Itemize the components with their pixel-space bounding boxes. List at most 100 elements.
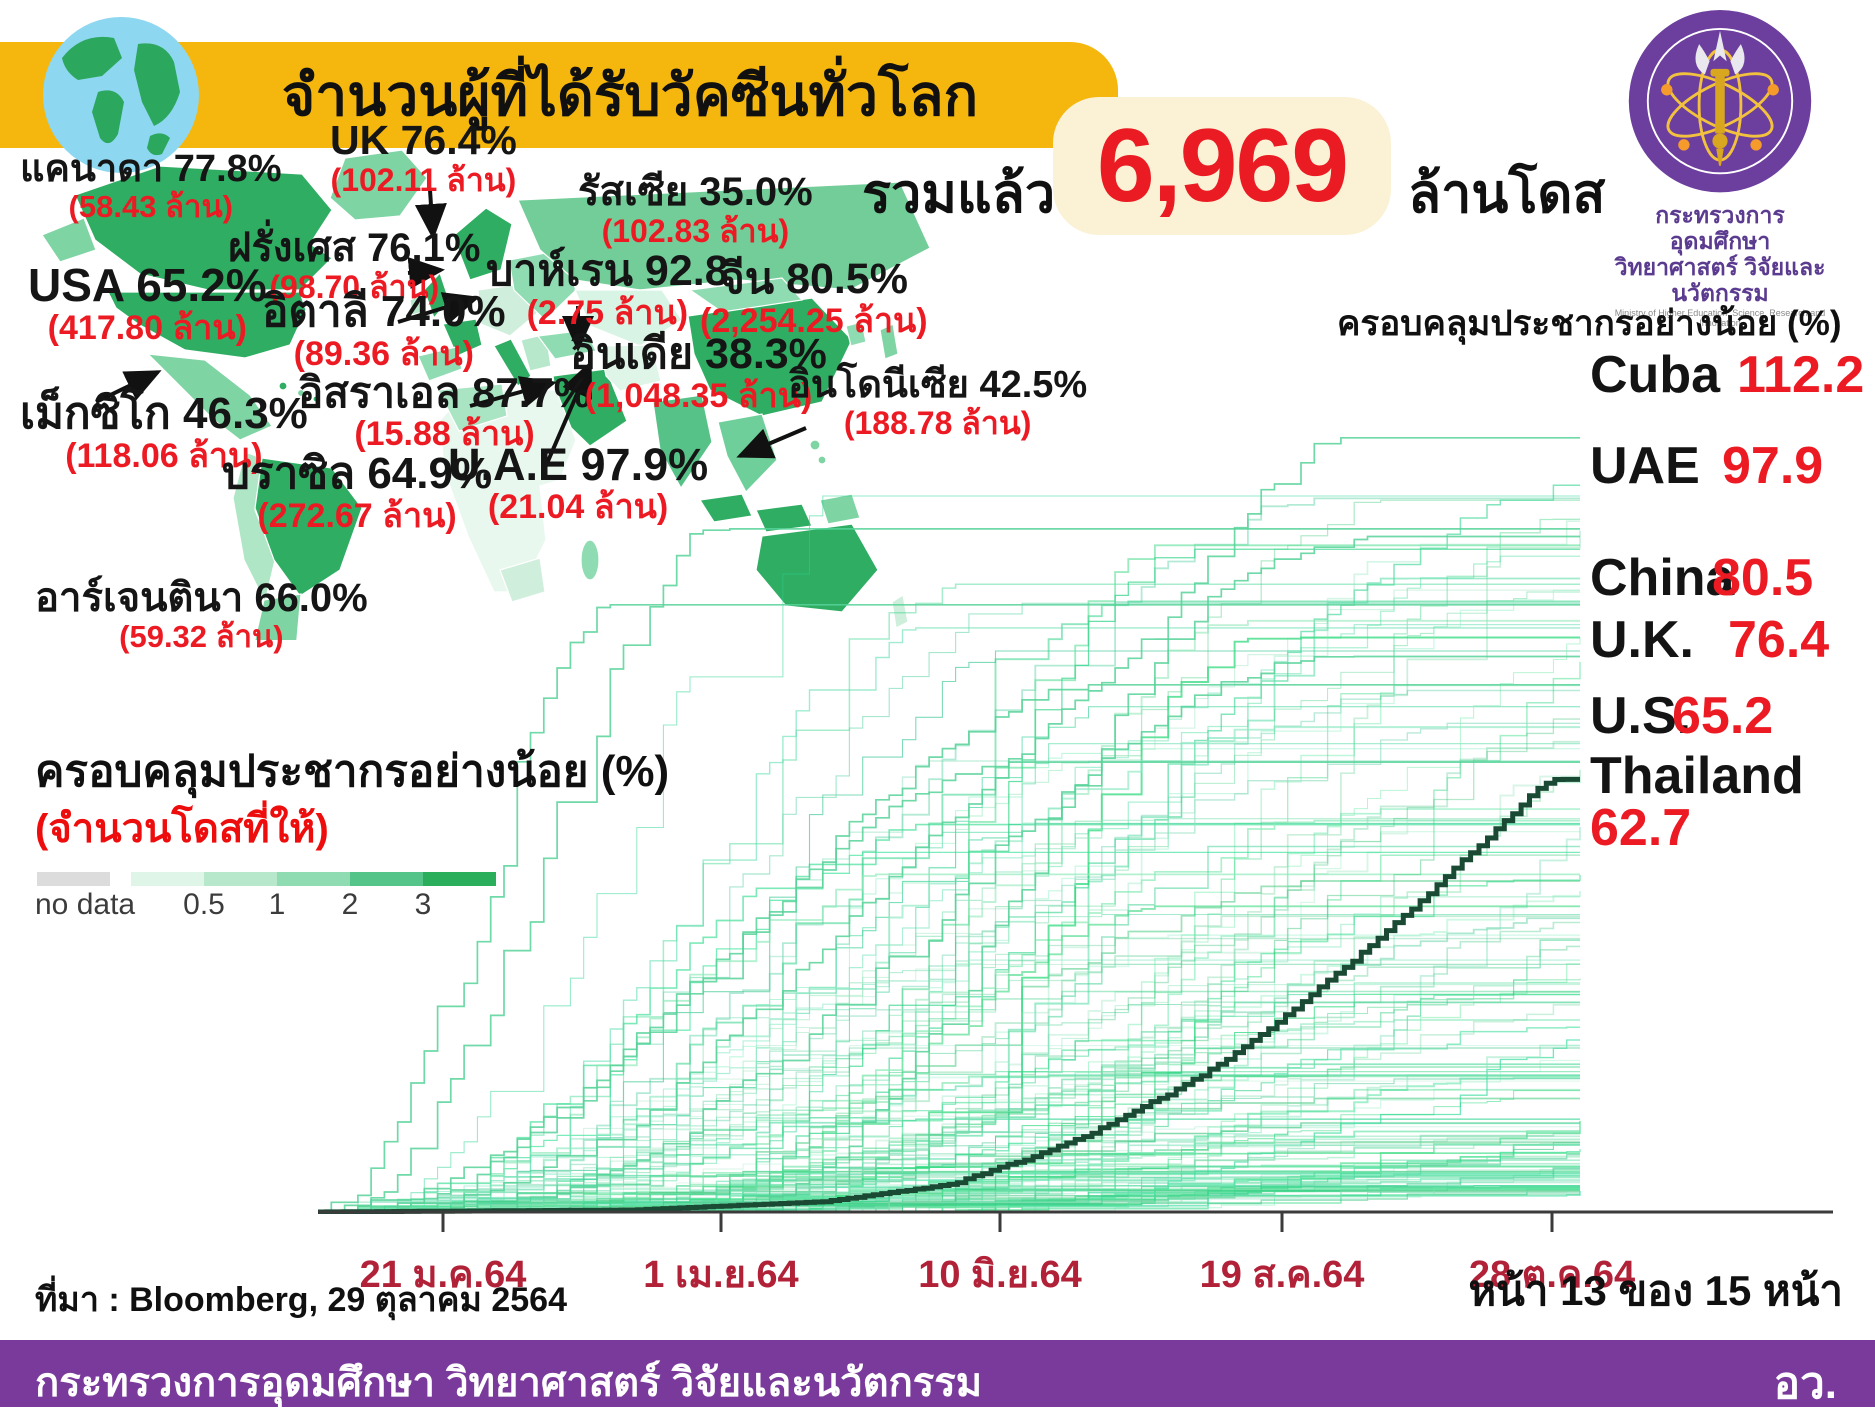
coverage-line [318, 589, 1580, 1213]
coverage-line [318, 1118, 1580, 1213]
page-number: หน้า 13 ของ 15 หน้า [1468, 1267, 1843, 1314]
legend-entry-name: UAE [1590, 437, 1700, 495]
coverage-line [318, 591, 1580, 1213]
coverage-line [318, 535, 1580, 1213]
country-name-pct: แคนาดา 77.8% [20, 148, 282, 190]
footer-ministry-name: กระทรวงการอุดมศึกษา วิทยาศาสตร์ วิจัยและ… [35, 1361, 983, 1405]
legend-entry-name: Thailand [1590, 747, 1804, 805]
coverage-line [318, 761, 1580, 1213]
coverage-line [318, 683, 1580, 1213]
total-prefix-label: รวมแล้ว [862, 164, 1056, 224]
map-legend-subtitle: (จำนวนโดสที่ให้) [35, 807, 329, 851]
country-name-pct: บราซิล 64.9% [222, 449, 493, 498]
country-doses: (102.11 ล้าน) [330, 162, 517, 198]
country-doses: (1,048.35 ล้าน) [584, 377, 813, 415]
coverage-line [318, 499, 1580, 1213]
legend-entry-cuba: Cuba [1590, 345, 1855, 405]
legend-swatch-no-data [37, 872, 110, 886]
world-map [41, 149, 931, 640]
map-label-15: อาร์เจนตินา 66.0% (59.32 ล้าน) [35, 578, 368, 652]
map-label-9: อิสราเอล 87.7% (15.88 ล้าน) [298, 369, 592, 452]
footer-ministry-abbrev: อว. [1773, 1359, 1837, 1408]
map-label-3: รัสเซีย 35.0% (102.83 ล้าน) [578, 172, 813, 247]
coverage-line [318, 726, 1580, 1213]
arrow-uae [543, 360, 592, 469]
country-doses: (2,254.25 ล้าน) [700, 302, 928, 340]
coverage-line [318, 722, 1580, 1213]
country-doses: (59.32 ล้าน) [119, 619, 284, 654]
coverage-line [318, 1144, 1580, 1213]
legend-tick-label: 1 [268, 888, 286, 921]
legend-tick-label: 3 [414, 888, 432, 921]
legend-swatch-2 [204, 872, 277, 886]
coverage-line [318, 650, 1580, 1213]
country-name-pct: ฝรั่งเศส 76.1% [228, 226, 481, 270]
map-label-13: U.A.E 97.9% (21.04 ล้าน) [448, 442, 708, 524]
total-pill: 6,969 [1053, 97, 1391, 235]
coverage-line [318, 851, 1580, 1213]
arrow-uk [414, 189, 447, 240]
country-doses: (118.06 ล้าน) [65, 437, 263, 475]
coverage-line [318, 589, 1580, 1213]
country-name-pct: อิสราเอล 87.7% [298, 369, 592, 416]
coverage-line [318, 1080, 1580, 1213]
legend-no-data-label: no data [35, 888, 136, 921]
country-doses: (58.43 ล้าน) [68, 189, 233, 224]
coverage-line [318, 1045, 1580, 1213]
legend-entry-value: 76.4 [1728, 611, 1830, 669]
coverage-line [318, 495, 1580, 1213]
legend-entry-value: 80.5 [1712, 549, 1814, 607]
footer-band [0, 1340, 1875, 1407]
legend-entry-thailand: Thailand [1590, 746, 1855, 806]
map-arrows [95, 189, 807, 469]
coverage-line [318, 627, 1580, 1213]
legend-entry-uae: UAE [1590, 436, 1855, 496]
legend-entry-us: U.S. [1590, 686, 1855, 746]
coverage-line [318, 600, 1580, 1213]
ministry-name-th-line2: วิทยาศาสตร์ วิจัยและนวัตกรรม [1614, 254, 1826, 306]
x-tick-label: 10 มิ.ย.64 [918, 1254, 1082, 1296]
country-name-pct: UK 76.4% [330, 117, 517, 163]
country-name-pct: อินโดนีเซีย 42.5% [788, 364, 1088, 406]
map-legend-title: ครอบคลุมประชากรอย่างน้อย (%) [35, 747, 670, 796]
country-name-pct: บาห์เรน 92.8 [486, 247, 729, 295]
legend-entry-name: U.S. [1590, 687, 1692, 745]
country-name-pct: อาร์เจนตินา 66.0% [35, 576, 368, 620]
country-name-pct: U.A.E 97.9% [448, 439, 709, 490]
legend-swatch-5 [423, 872, 496, 886]
country-doses: (102.83 ล้าน) [601, 213, 790, 249]
map-label-12: เม็กซิโก 46.3% (118.06 ล้าน) [20, 389, 308, 475]
country-doses: (89.36 ล้าน) [293, 335, 474, 373]
legend-entry-value: 65.2 [1672, 687, 1774, 745]
country-name-pct: USA 65.2% [28, 259, 267, 311]
x-tick-label: 28 ต.ค.64 [1468, 1254, 1636, 1296]
source-citation: ที่มา : Bloomberg, 29 ตุลาคม 2564 [35, 1281, 567, 1319]
country-doses: (2.75 ล้าน) [526, 294, 689, 332]
arrow-mexico [95, 370, 162, 404]
legend-entry-value: 112.2 [1737, 346, 1865, 404]
x-tick-label: 19 ส.ค.64 [1199, 1254, 1365, 1296]
legend-entry-name: U.K. [1590, 611, 1694, 669]
country-name-pct: เม็กซิโก 46.3% [20, 389, 308, 438]
country-doses: (98.70 ล้าน) [269, 269, 440, 305]
page-title: จำนวนผู้ที่ได้รับวัคซีนทั่วโลก [281, 64, 979, 128]
total-doses-value: 6,969 [1096, 107, 1349, 224]
country-doses: (417.80 ล้าน) [47, 309, 247, 347]
coverage-line [318, 583, 1580, 1213]
legend-entry-name: Cuba [1590, 346, 1720, 404]
legend-entry-china: China [1590, 548, 1855, 608]
country-name-pct: อิตาลี 74.0% [262, 287, 506, 336]
map-label-4: ฝรั่งเศส 76.1% (98.70 ล้าน) [228, 228, 480, 303]
coverage-line [318, 875, 1581, 1213]
map-continents [41, 149, 931, 640]
legend-swatch-3 [277, 872, 350, 886]
coverage-line [318, 530, 1581, 1213]
legend-entry-value: 62.7 [1590, 799, 1692, 857]
legend-tick-label: 0.5 [183, 888, 225, 921]
chart-legend-title: ครอบคลุมประชากรอย่างน้อย (%) [1337, 304, 1842, 343]
map-label-2: UK 76.4% (102.11 ล้าน) [330, 117, 517, 198]
ministry-name-th-line1: กระทรวงการอุดมศึกษา [1655, 202, 1785, 254]
coverage-line [318, 655, 1580, 1213]
country-name-pct: อินเดีย 38.3% [570, 330, 827, 378]
